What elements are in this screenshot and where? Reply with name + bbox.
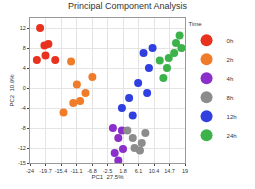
svg-text:Time: Time (189, 21, 203, 27)
svg-text:-6.8: -6.8 (87, 168, 96, 174)
svg-text:PC1 27.5%: PC1 27.5% (91, 174, 124, 180)
svg-text:1.8: 1.8 (119, 168, 127, 174)
svg-text:0h: 0h (227, 38, 234, 44)
svg-text:-24: -24 (26, 168, 34, 174)
svg-text:2h: 2h (227, 57, 234, 63)
svg-text:12: 12 (20, 25, 26, 31)
svg-text:-8: -8 (21, 125, 26, 131)
svg-text:Principal Component Analysis: Principal Component Analysis (68, 1, 188, 11)
svg-text:4h: 4h (227, 76, 234, 82)
svg-text:14.7: 14.7 (164, 168, 175, 174)
svg-text:-15: -15 (18, 160, 26, 166)
svg-text:-11.1: -11.1 (70, 168, 82, 174)
svg-text:19: 19 (182, 168, 188, 174)
svg-text:6.1: 6.1 (135, 168, 143, 174)
svg-text:8: 8 (23, 45, 26, 51)
svg-text:4: 4 (23, 65, 26, 71)
svg-text:0: 0 (23, 85, 26, 91)
svg-text:PC2 10.9%: PC2 10.9% (9, 74, 15, 107)
svg-text:-15.4: -15.4 (55, 168, 68, 174)
svg-text:24h: 24h (227, 133, 237, 139)
svg-text:10.4: 10.4 (149, 168, 160, 174)
svg-text:-2.5: -2.5 (103, 168, 112, 174)
svg-text:-4: -4 (21, 105, 26, 111)
svg-text:8h: 8h (227, 95, 234, 101)
svg-text:-12: -12 (18, 145, 26, 151)
svg-text:-19.7: -19.7 (39, 168, 52, 174)
svg-text:12h: 12h (227, 114, 237, 120)
